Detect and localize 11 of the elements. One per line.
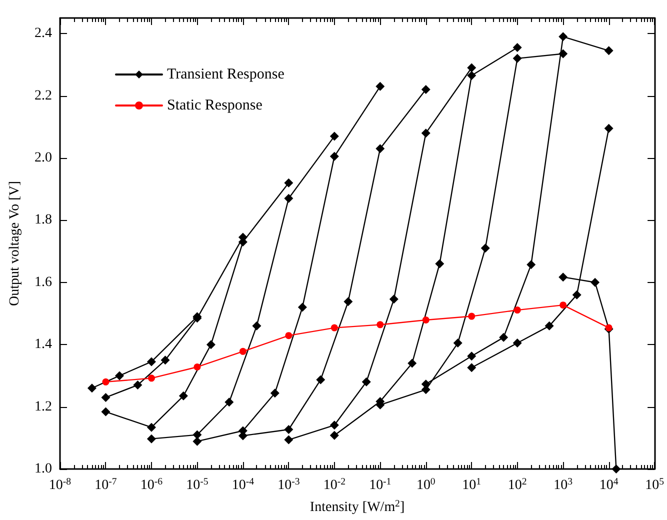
- legend-label: Static Response: [167, 98, 263, 114]
- y-tick-label: 2.0: [34, 150, 52, 166]
- y-tick-label: 1.4: [34, 337, 52, 352]
- y-tick-label: 2.2: [34, 88, 52, 104]
- y-tick-label: 1.2: [34, 399, 52, 414]
- y-tick-label: 2.4: [34, 26, 52, 42]
- y-tick-label: 1.0: [34, 462, 52, 476]
- y-axis-title: Output voltage Vo [V]: [8, 180, 22, 306]
- legend-label: Transient Response: [167, 66, 285, 82]
- y-tick-label: 1.6: [34, 274, 52, 290]
- y-tick-label: 1.8: [34, 212, 52, 228]
